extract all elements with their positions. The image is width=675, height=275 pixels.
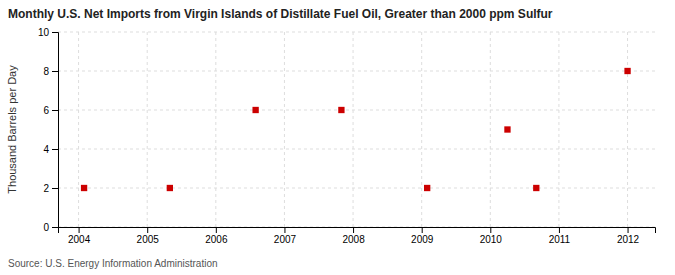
grid-line-x	[558, 32, 559, 227]
x-tick-label: 2008	[342, 234, 365, 245]
y-tick: 4	[43, 144, 58, 155]
x-tick: 2005	[137, 227, 160, 245]
grid-line-x	[421, 32, 422, 227]
x-tick-mark	[490, 227, 491, 233]
title: Monthly U.S. Net Imports from Virgin Isl…	[8, 7, 553, 21]
point	[533, 185, 539, 191]
x-tick: 2010	[480, 227, 503, 245]
y-tick-mark	[52, 71, 58, 72]
y-tick-mark	[52, 227, 58, 228]
point	[81, 185, 87, 191]
y-axis: 0 2 4 6 8 10	[38, 27, 59, 233]
grid	[58, 32, 655, 227]
x-tick-mark	[559, 227, 560, 233]
point	[424, 185, 430, 191]
x-tick: 2007	[274, 227, 297, 245]
x-tick-mark	[353, 227, 354, 233]
point	[338, 107, 344, 113]
x-tick: 2012	[617, 227, 640, 245]
x-tick-mark	[79, 227, 80, 233]
grid-line-x	[284, 32, 285, 227]
y-tick: 8	[43, 66, 58, 77]
y-tick-mark	[52, 188, 58, 189]
x-tick-label: 2004	[68, 234, 91, 245]
x-tick: 2009	[411, 227, 434, 245]
x-axis-line	[59, 228, 656, 234]
x-tick-mark	[147, 227, 148, 233]
y-tick-label: 2	[43, 183, 49, 194]
y-tick-label: 6	[43, 105, 49, 116]
x-tick-label: 2007	[274, 234, 297, 245]
x-tick-label: 2011	[549, 234, 571, 245]
grid-line-x	[353, 32, 354, 227]
y-tick: 0	[43, 222, 58, 233]
x-tick-label: 2005	[137, 234, 160, 245]
y-tick-label: 8	[43, 66, 49, 77]
y-tick: 2	[43, 183, 58, 194]
point	[624, 68, 630, 74]
x-tick-mark	[284, 227, 285, 233]
y-tick-label: 0	[43, 222, 49, 233]
y-tick-label: 10	[38, 27, 50, 38]
grid-line-x	[215, 32, 216, 227]
annotation: Source: U.S. Energy Information Administ…	[8, 258, 218, 269]
x-tick: 2011	[549, 227, 571, 245]
grid-line-x	[78, 32, 79, 227]
grid-line-x	[147, 32, 148, 227]
x-axis: 2004 2005 2006 2007 2008 2009 2010 2011 2012	[59, 227, 656, 245]
y-axis-line	[52, 33, 59, 228]
y-tick: 10	[38, 27, 58, 38]
chart-svg: 2004 2005 2006 2007 2008 2009 2010 2011 2012 0 2 4 6…	[0, 0, 675, 275]
x-tick: 2004	[68, 227, 91, 245]
y-tick-mark	[52, 32, 58, 33]
y-tick-mark	[52, 110, 58, 111]
x-tick-mark	[422, 227, 423, 233]
x-tick-label: 2010	[480, 234, 503, 245]
x-tick: 2006	[205, 227, 228, 245]
x-tick-label: 2006	[205, 234, 228, 245]
x-tick-mark	[216, 227, 217, 233]
point	[252, 107, 258, 113]
x-tick-label: 2012	[617, 234, 640, 245]
point	[504, 126, 510, 132]
y-tick-mark	[52, 149, 58, 150]
grid-line-x	[490, 32, 491, 227]
y-tick: 6	[43, 105, 58, 116]
point	[167, 185, 173, 191]
x-tick-label: 2009	[411, 234, 434, 245]
x-tick: 2008	[342, 227, 365, 245]
y-tick-label: 4	[43, 144, 49, 155]
x-tick-mark	[628, 227, 629, 233]
grid-line-x	[627, 32, 628, 227]
y-axis-title: Thousand Barrels per Day	[6, 65, 18, 194]
points	[81, 68, 631, 191]
